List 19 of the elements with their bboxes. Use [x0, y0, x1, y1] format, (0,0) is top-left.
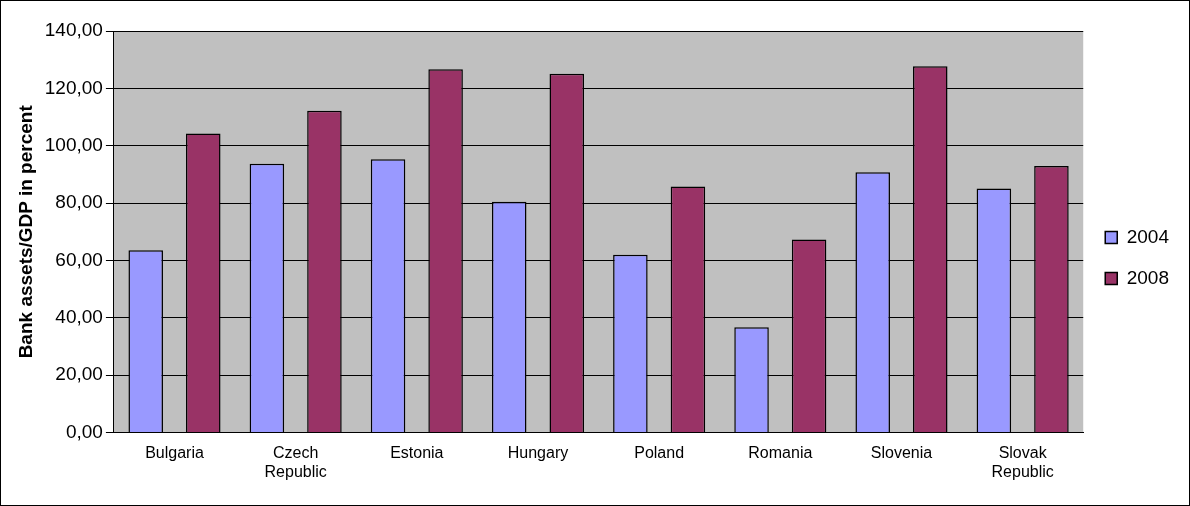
y-tick-label: 100,00	[44, 133, 103, 155]
y-tick-label: 20,00	[55, 363, 103, 385]
y-tick-label: 120,00	[44, 76, 103, 98]
x-tick-label: Poland	[634, 443, 685, 461]
y-tick-label: 80,00	[55, 191, 103, 213]
x-tick-label: Hungary	[507, 443, 569, 461]
legend-label: 2008	[1126, 266, 1170, 288]
y-tick-label: 140,00	[44, 19, 103, 41]
y-axis-title: Bank assets/GDP in percent	[14, 104, 36, 359]
x-tick-label: Slovenia	[870, 443, 933, 461]
x-tick-label: Slovak Republic	[991, 443, 1054, 480]
y-tick-label: 40,00	[55, 306, 103, 328]
legend-label: 2004	[1126, 225, 1170, 247]
x-tick-label: Romania	[748, 443, 813, 461]
x-tick-label: Bulgaria	[145, 443, 204, 461]
x-tick-label: Estonia	[390, 443, 444, 461]
y-tick-label: 60,00	[55, 248, 103, 270]
x-tick-label: Czech Republic	[264, 443, 327, 480]
y-tick-label: 0,00	[65, 420, 103, 442]
